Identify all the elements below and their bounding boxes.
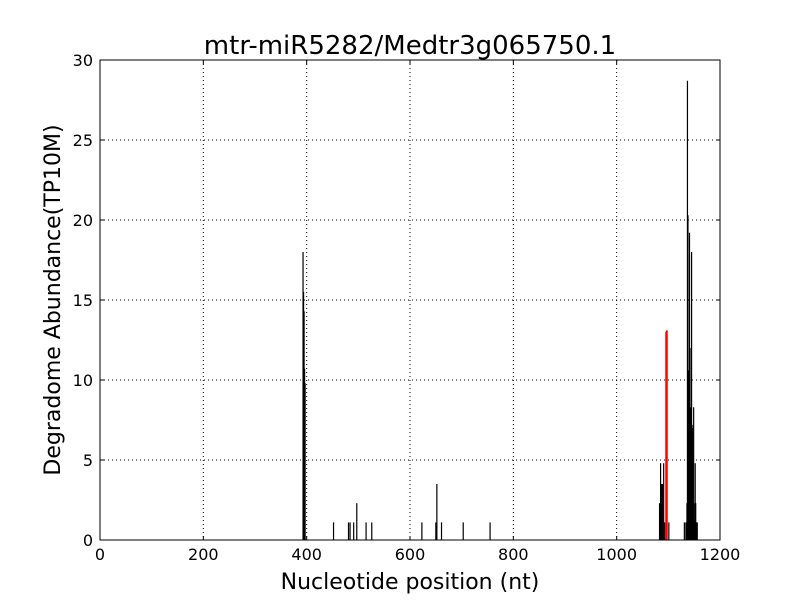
x-tick-label: 0 [95,545,105,564]
grid [100,60,720,540]
x-tick-label: 800 [498,545,529,564]
y-tick-label: 20 [73,211,93,230]
y-tick-label: 0 [83,531,93,550]
x-tick-label: 600 [395,545,426,564]
ticks: 0 200 400 600 800 1000 1200 0 5 10 15 20 25 30 [73,51,741,564]
x-tick-label: 1200 [700,545,741,564]
x-axis-label: Nucleotide position (nt) [281,570,540,595]
chart-title: mtr-miR5282/Medtr3g065750.1 [204,31,616,61]
y-tick-label: 10 [73,371,93,390]
y-tick-label: 25 [73,131,93,150]
y-tick-label: 15 [73,291,93,310]
x-tick-label: 200 [188,545,219,564]
y-tick-label: 30 [73,51,93,70]
bars [302,80,698,540]
y-tick-label: 5 [83,451,93,470]
x-tick-label: 1000 [596,545,637,564]
y-axis-label: Degradome Abundance(TP10M) [41,124,66,475]
x-tick-label: 400 [291,545,322,564]
